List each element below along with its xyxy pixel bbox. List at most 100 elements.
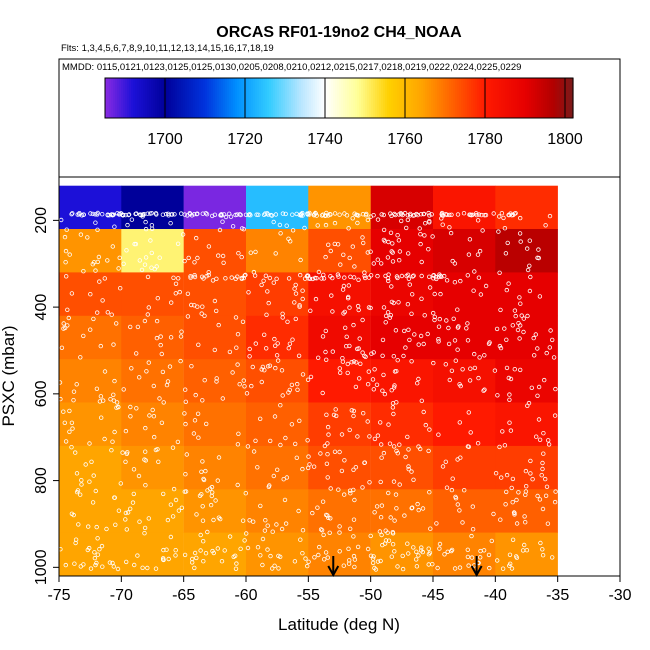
sample-point xyxy=(353,384,359,390)
sample-point xyxy=(274,276,279,281)
heatmap-cell xyxy=(121,185,184,230)
sample-point xyxy=(411,477,416,482)
sample-point xyxy=(522,514,527,519)
sample-point xyxy=(495,393,500,398)
sample-point xyxy=(143,483,148,488)
sample-point xyxy=(510,537,516,542)
sample-point xyxy=(342,458,347,463)
heatmap-cell xyxy=(121,359,184,403)
sample-point xyxy=(109,448,114,453)
colorbar-tick-label: 1740 xyxy=(307,131,343,148)
sample-point xyxy=(330,309,335,314)
colorbar-swatch xyxy=(353,78,356,118)
sample-point xyxy=(404,225,409,231)
sample-point xyxy=(553,386,558,392)
sample-point xyxy=(393,328,399,333)
sample-point xyxy=(293,291,299,296)
heatmap-cell xyxy=(495,315,558,360)
sample-point xyxy=(472,351,477,357)
sample-point xyxy=(379,261,384,266)
colorbar-swatch xyxy=(315,78,318,118)
sample-point xyxy=(191,431,197,436)
sample-point xyxy=(320,212,326,217)
sample-point xyxy=(528,274,533,280)
sample-point xyxy=(497,444,502,450)
sample-point xyxy=(419,259,424,265)
sample-point xyxy=(167,364,173,369)
sample-point xyxy=(457,565,463,570)
sample-point xyxy=(525,313,530,319)
colorbar-swatch xyxy=(435,78,438,118)
colorbar-swatch xyxy=(269,78,272,118)
sample-point xyxy=(116,404,121,410)
sample-point xyxy=(188,302,194,308)
sample-point xyxy=(313,296,319,302)
sample-point xyxy=(276,553,281,559)
sample-point xyxy=(200,398,205,403)
colorbar-swatch xyxy=(421,78,424,118)
colorbar-swatch xyxy=(119,78,122,118)
sample-point xyxy=(465,338,471,343)
sample-point xyxy=(71,389,77,394)
sample-point xyxy=(352,564,357,570)
sample-point xyxy=(216,455,222,460)
sample-point xyxy=(153,566,159,571)
sample-point xyxy=(200,518,206,523)
sample-point xyxy=(472,269,477,274)
sample-point xyxy=(394,400,399,405)
sample-point xyxy=(360,485,365,490)
sample-point xyxy=(528,471,533,476)
colorbar-swatch xyxy=(193,78,196,118)
sample-point xyxy=(426,546,431,551)
sample-point xyxy=(482,353,487,358)
sample-point xyxy=(145,274,151,280)
colorbar-swatch xyxy=(389,78,392,118)
sample-point xyxy=(100,298,105,303)
heatmap-cell xyxy=(183,445,247,490)
heatmap-cell xyxy=(246,185,309,230)
colorbar-swatch xyxy=(107,78,110,118)
colorbar-swatch xyxy=(549,78,552,118)
sample-point xyxy=(274,353,280,358)
sample-point xyxy=(166,556,171,562)
colorbar-swatch xyxy=(235,78,238,118)
flights-list: Flts: 1,3,4,5,6,7,8,9,10,11,12,13,14,15,… xyxy=(61,43,274,54)
sample-point xyxy=(97,279,102,284)
sample-point xyxy=(150,407,155,413)
colorbar-swatch xyxy=(155,78,158,118)
sample-point xyxy=(547,345,552,350)
colorbar-swatch xyxy=(401,78,404,118)
sample-point xyxy=(270,566,275,571)
sample-point xyxy=(422,313,427,318)
colorbar-swatch xyxy=(253,78,256,118)
sample-point xyxy=(552,499,558,505)
sample-point xyxy=(154,335,160,341)
colorbar-swatch xyxy=(481,78,484,118)
sample-point xyxy=(518,301,523,306)
sample-point xyxy=(220,253,226,259)
sample-point xyxy=(177,289,182,295)
sample-point xyxy=(350,216,355,221)
colorbar-swatch xyxy=(251,78,254,118)
sample-point xyxy=(241,275,246,281)
sample-point xyxy=(239,254,244,260)
sample-point xyxy=(324,412,329,417)
sample-point xyxy=(270,529,275,534)
sample-point xyxy=(104,526,109,532)
sample-point xyxy=(272,414,278,419)
sample-point xyxy=(355,434,360,439)
sample-point xyxy=(439,212,444,217)
sample-point xyxy=(275,358,281,363)
sample-point xyxy=(466,444,471,449)
sample-point xyxy=(146,516,151,521)
sample-point xyxy=(199,311,204,316)
colorbar-swatch xyxy=(547,78,550,118)
colorbar-swatch xyxy=(221,78,224,118)
sample-point xyxy=(155,447,160,452)
colorbar-swatch xyxy=(387,78,390,118)
sample-point xyxy=(436,337,441,342)
colorbar-swatch xyxy=(329,78,332,118)
sample-point xyxy=(381,305,387,310)
sample-point xyxy=(509,566,515,571)
sample-point xyxy=(375,217,381,222)
